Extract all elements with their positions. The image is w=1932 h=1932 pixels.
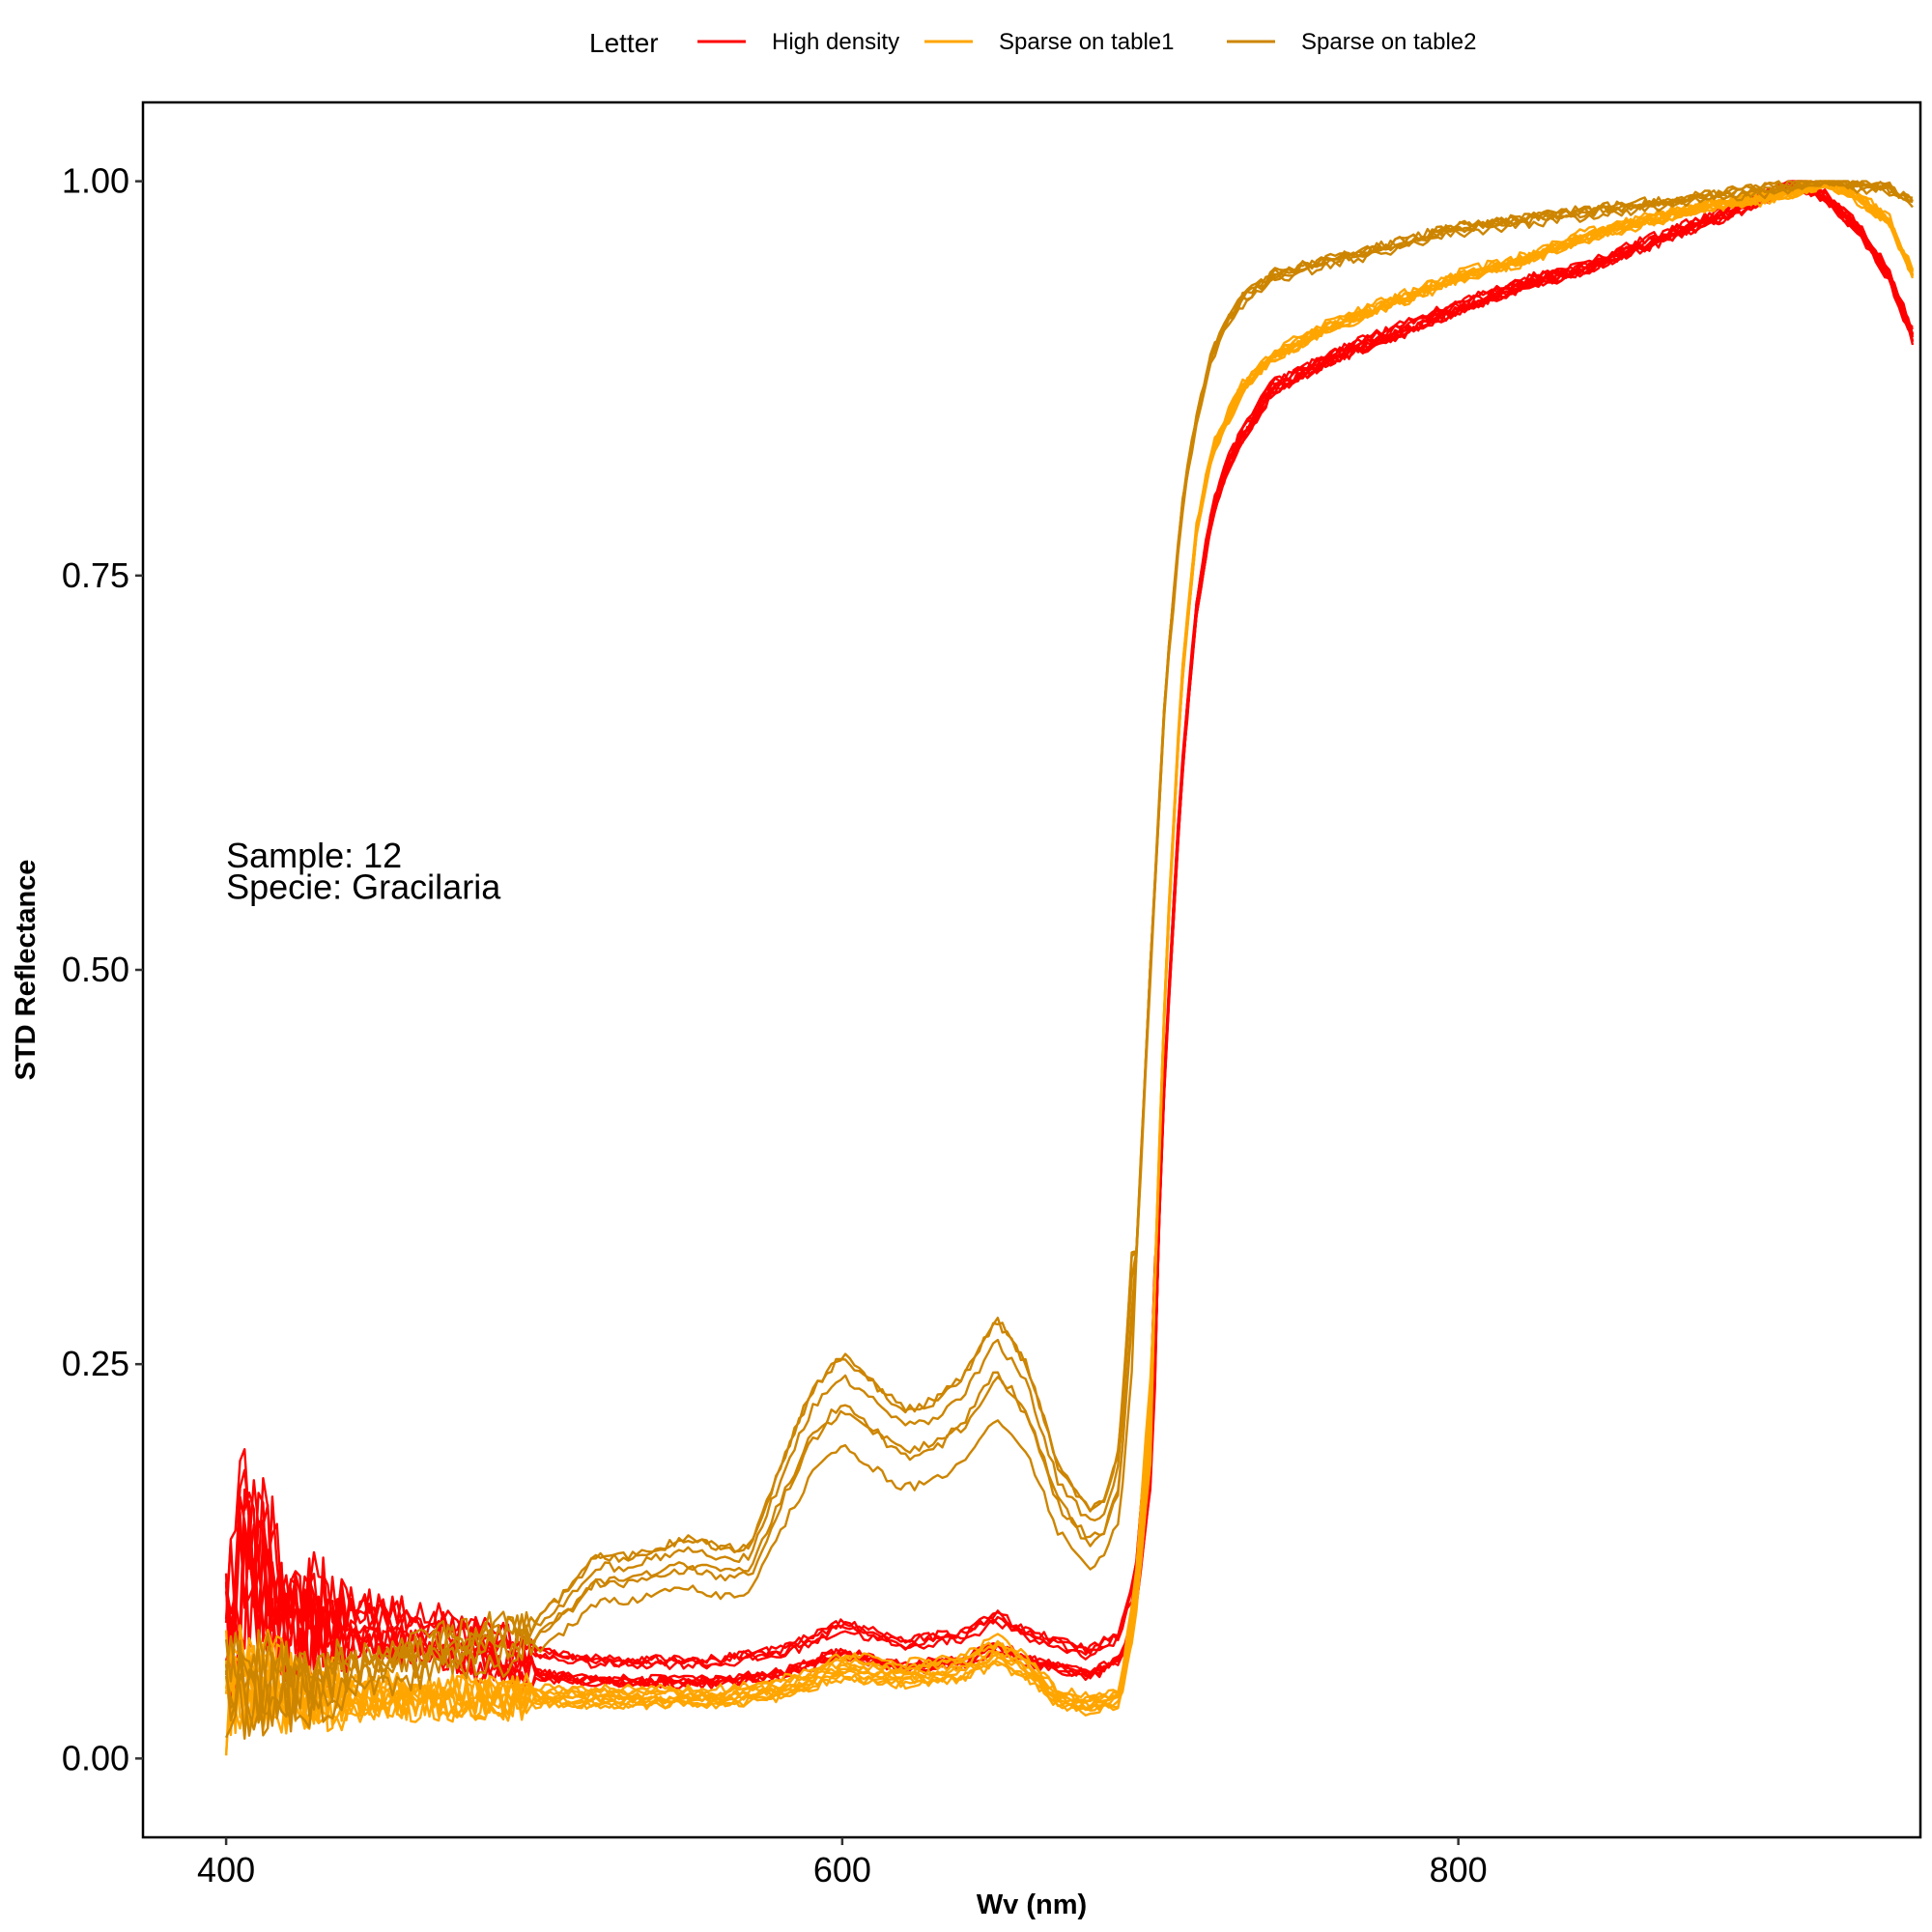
y-tick-label: 0.25 [62,1344,129,1383]
series-layer [224,180,1915,1756]
y-axis: 0.00 0.25 0.50 0.75 1.00 [62,161,143,1777]
legend-title: Letter [589,28,659,58]
series-line [224,180,1915,1728]
series-sparse-on-table1 [224,180,1915,1756]
series-line [224,186,1915,1702]
series-line [224,180,1914,1756]
legend-label: Sparse on table1 [999,29,1174,55]
legend-label: High density [772,29,899,55]
y-tick-label: 0.50 [62,950,129,989]
legend-label: Sparse on table2 [1301,29,1476,55]
series-line [224,180,1914,1724]
y-tick-label: 1.00 [62,161,129,201]
x-tick-label: 800 [1430,1850,1488,1889]
x-axis: 400 600 800 [197,1837,1488,1889]
y-tick-label: 0.75 [62,555,129,595]
legend: Letter High density Sparse on table1 Sparse… [589,28,1476,58]
y-axis-title: STD Reflectance [11,860,42,1081]
series-line [225,180,1914,1739]
annotation-specie: Specie: Gracilaria [226,867,501,907]
series-line [224,180,1914,1737]
x-axis-title: Wv (nm) [977,1889,1087,1920]
x-tick-label: 400 [197,1850,255,1889]
series-sparse-on-table2 [224,180,1914,1740]
y-tick-label: 0.00 [62,1738,129,1777]
annotation-sample: Sample: 12 [226,836,402,875]
x-tick-label: 600 [813,1850,871,1889]
